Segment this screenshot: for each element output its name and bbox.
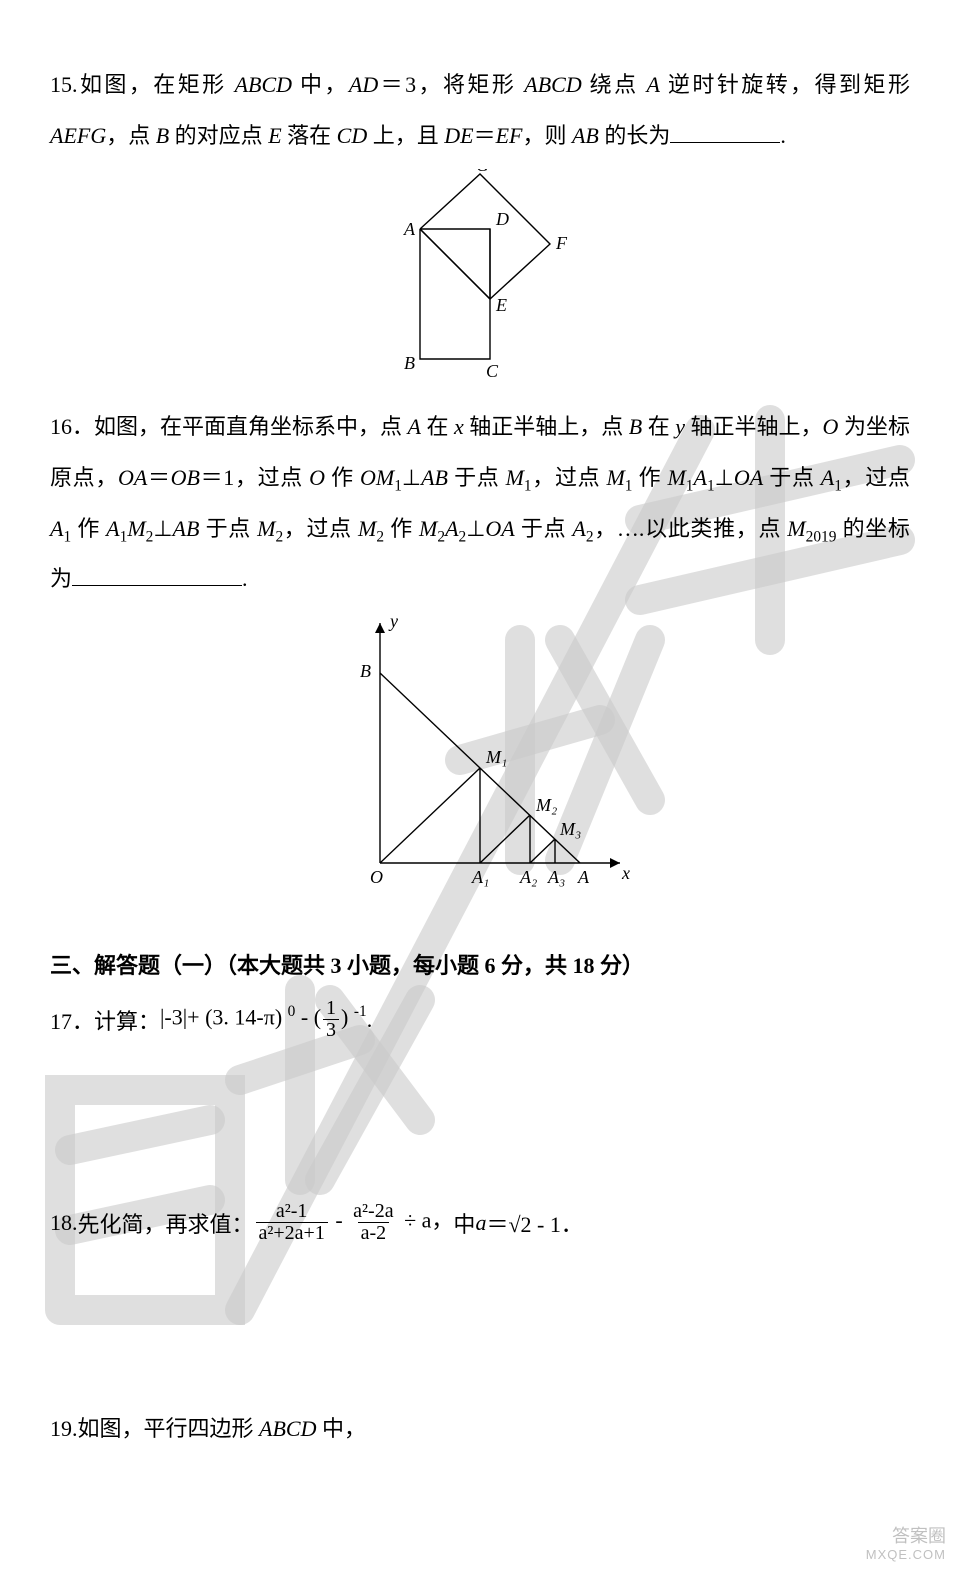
svg-text:M₃: M₃ <box>559 819 581 839</box>
q17: 17． 计算： |-3|+ (3. 14-π) 0 - (13) -1 . <box>50 998 910 1041</box>
q18-label: 先化简，再求值： <box>78 1207 254 1239</box>
q18: 18. 先化简，再求值： a²-1a²+2a+1 - a²-2aa-2 ÷ a，… <box>50 1201 910 1244</box>
q17-number: 17． <box>50 1004 94 1036</box>
q16-number: 16． <box>50 414 94 439</box>
q16-figure: O A B M₁ A₁ M₂ A₂ M₃ A₃ x y <box>50 613 910 918</box>
svg-text:E: E <box>495 295 507 315</box>
svg-text:M₂: M₂ <box>535 795 557 815</box>
section3-title: 三、解答题（一）（本大题共 3 小题，每小题 6 分，共 18 分） <box>50 948 910 980</box>
footer-watermark: 答案圈 MXQE.COM <box>866 1526 946 1563</box>
q19-number: 19. <box>50 1416 78 1441</box>
q19-text: 19.如图，平行四边形 ABCD 中， <box>50 1404 910 1455</box>
q18-expr: a²-1a²+2a+1 - a²-2aa-2 ÷ a， <box>254 1201 454 1244</box>
q17-expr: |-3|+ (3. 14-π) 0 - (13) -1 <box>160 998 367 1041</box>
page-content: 15.如图，在矩形 ABCD 中，AD＝3，将矩形 ABCD 绕点 A 逆时针旋… <box>0 0 960 1455</box>
svg-text:C: C <box>486 361 499 379</box>
q17-label: 计算： <box>94 1004 160 1036</box>
svg-text:y: y <box>388 613 398 631</box>
svg-text:G: G <box>476 169 489 175</box>
svg-text:A: A <box>577 867 590 887</box>
q15-figure: A B C D E F G <box>50 169 910 384</box>
q15-blank <box>670 121 780 143</box>
q15-text: 15.如图，在矩形 ABCD 中，AD＝3，将矩形 ABCD 绕点 A 逆时针旋… <box>50 60 910 161</box>
svg-text:A₃: A₃ <box>547 867 565 887</box>
svg-text:A₂: A₂ <box>519 867 537 887</box>
q16-blank <box>72 564 242 586</box>
q18-number: 18. <box>50 1210 78 1236</box>
svg-text:M₁: M₁ <box>485 747 507 767</box>
svg-text:D: D <box>495 209 509 229</box>
q15-number: 15. <box>50 72 78 97</box>
svg-text:A: A <box>403 219 416 239</box>
svg-text:x: x <box>621 863 630 883</box>
svg-text:B: B <box>404 353 415 373</box>
svg-text:B: B <box>360 661 371 681</box>
svg-text:F: F <box>555 233 568 253</box>
svg-text:O: O <box>370 867 383 887</box>
q16-text: 16．如图，在平面直角坐标系中，点 A 在 x 轴正半轴上，点 B 在 y 轴正… <box>50 402 910 605</box>
svg-text:A₁: A₁ <box>471 867 489 887</box>
